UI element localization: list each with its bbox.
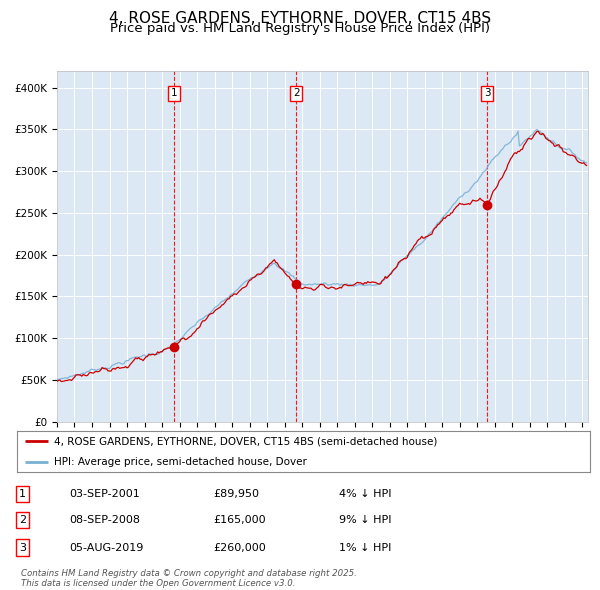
Text: 4, ROSE GARDENS, EYTHORNE, DOVER, CT15 4BS (semi-detached house): 4, ROSE GARDENS, EYTHORNE, DOVER, CT15 4…: [54, 436, 437, 446]
Text: Contains HM Land Registry data © Crown copyright and database right 2025.
This d: Contains HM Land Registry data © Crown c…: [21, 569, 357, 588]
Text: 4% ↓ HPI: 4% ↓ HPI: [339, 489, 391, 499]
Text: 1% ↓ HPI: 1% ↓ HPI: [339, 543, 391, 552]
Text: 9% ↓ HPI: 9% ↓ HPI: [339, 516, 391, 525]
Text: 3: 3: [19, 543, 26, 552]
Text: £89,950: £89,950: [213, 489, 259, 499]
Text: 05-AUG-2019: 05-AUG-2019: [69, 543, 143, 552]
Text: 1: 1: [170, 88, 177, 99]
Text: 1: 1: [19, 489, 26, 499]
Text: £260,000: £260,000: [213, 543, 266, 552]
Text: Price paid vs. HM Land Registry's House Price Index (HPI): Price paid vs. HM Land Registry's House …: [110, 22, 490, 35]
Text: 2: 2: [19, 516, 26, 525]
Text: 2: 2: [293, 88, 299, 99]
Text: 4, ROSE GARDENS, EYTHORNE, DOVER, CT15 4BS: 4, ROSE GARDENS, EYTHORNE, DOVER, CT15 4…: [109, 11, 491, 25]
Text: 08-SEP-2008: 08-SEP-2008: [69, 516, 140, 525]
Text: 3: 3: [484, 88, 491, 99]
Text: HPI: Average price, semi-detached house, Dover: HPI: Average price, semi-detached house,…: [54, 457, 307, 467]
Text: £165,000: £165,000: [213, 516, 266, 525]
Text: 03-SEP-2001: 03-SEP-2001: [69, 489, 140, 499]
